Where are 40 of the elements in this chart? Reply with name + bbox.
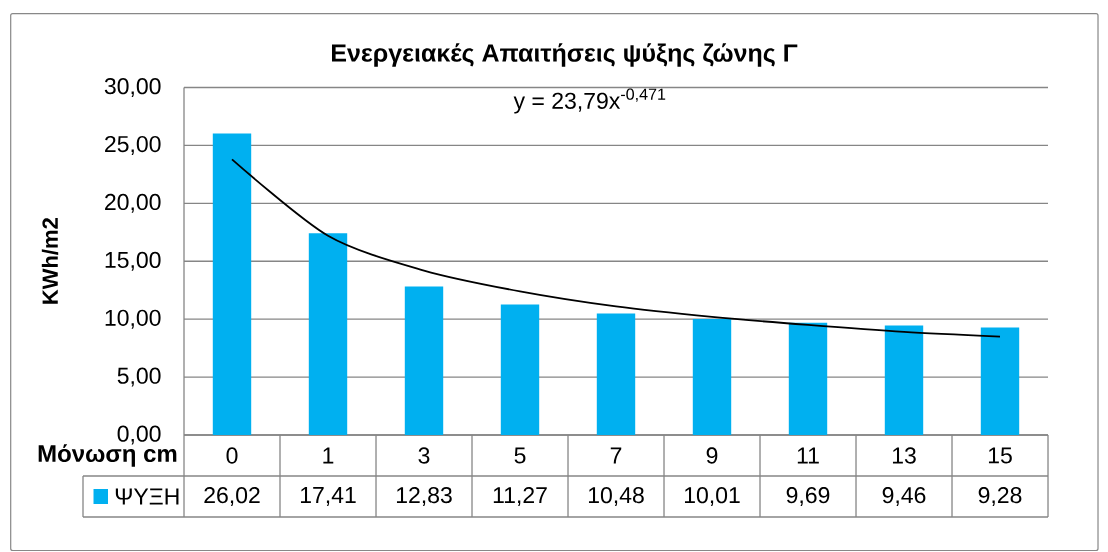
data-label: 26,02 (204, 487, 260, 507)
data-label: 10,01 (684, 487, 740, 507)
annotation: y = 23,79x$^{-0,471}$ (513, 88, 666, 114)
x-tick-label: 7 (610, 447, 622, 464)
x-tick-label: 0 (226, 447, 238, 464)
x-tick-label: 11 (797, 447, 819, 464)
line-series (231, 158, 1001, 338)
bar (980, 327, 1020, 435)
y-axis-title: KWh/m2 (41, 218, 59, 304)
bar (692, 319, 732, 435)
y-tick-label: 25,00 (105, 135, 161, 155)
data-label: 9,46 (882, 487, 926, 507)
legend-label: ΨΥΞΗ (115, 488, 179, 505)
x-tick-label: 3 (418, 447, 430, 464)
data-label: 11,27 (493, 487, 547, 507)
chart-title: Ενεργειακές Απαιτήσεις ψύξης ζώνης Γ (332, 43, 798, 67)
x-tick-label: 9 (706, 447, 718, 464)
bar (500, 304, 540, 435)
bar (884, 325, 924, 435)
x-axis-title: Μόνωση cm (38, 444, 177, 467)
bar (788, 322, 828, 435)
y-tick-label: 15,00 (105, 251, 161, 271)
data-label: 9,69 (786, 487, 830, 507)
y-tick-label: 20,00 (105, 193, 161, 213)
bar (404, 286, 444, 435)
x-tick-label: 15 (988, 447, 1012, 464)
bar (308, 233, 348, 435)
bar (596, 313, 636, 435)
bar (212, 133, 252, 435)
y-tick-label: 5,00 (117, 367, 161, 387)
data-label: 10,48 (588, 487, 644, 507)
data-label: 12,83 (396, 487, 452, 507)
y-tick-label: 10,00 (105, 309, 161, 329)
x-tick-label: 1 (323, 447, 334, 464)
x-tick-label: 5 (514, 447, 526, 464)
y-tick-label: 0,00 (117, 425, 161, 445)
x-tick-label: 13 (892, 447, 916, 464)
data-label: 17,41 (300, 487, 356, 506)
y-tick-label: 30,00 (104, 78, 161, 98)
data-label: 9,28 (978, 487, 1022, 507)
